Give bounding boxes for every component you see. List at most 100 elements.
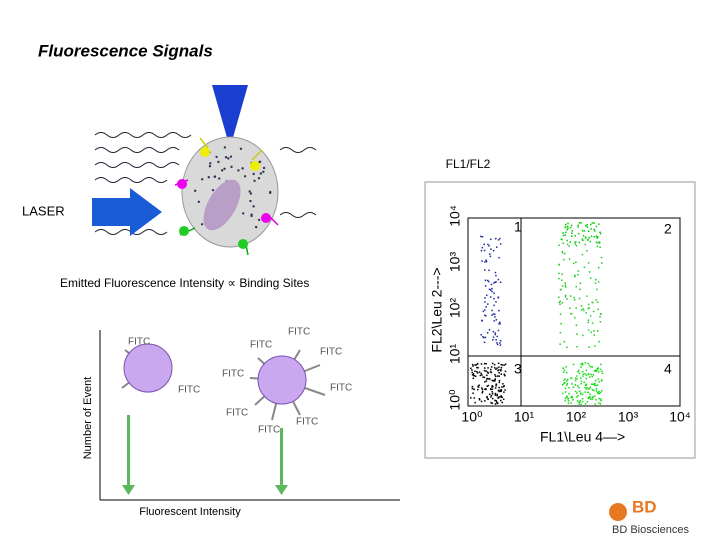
event (581, 370, 584, 373)
event (489, 388, 492, 390)
event (592, 310, 595, 313)
event (576, 333, 578, 335)
event (561, 273, 563, 275)
fitc-label: FITC (178, 385, 200, 396)
event (585, 377, 587, 380)
event (566, 225, 569, 228)
logo-mark: BD (632, 497, 657, 516)
event (495, 383, 498, 386)
event (495, 368, 497, 370)
event (593, 228, 596, 231)
event (586, 224, 588, 226)
event (586, 401, 589, 403)
event (586, 250, 588, 252)
event (496, 393, 498, 396)
event (591, 398, 594, 400)
event (491, 290, 493, 293)
event (491, 391, 493, 393)
event (470, 397, 472, 399)
event (499, 281, 502, 283)
event (495, 319, 498, 321)
event (596, 301, 599, 303)
event (474, 364, 476, 366)
event (578, 401, 580, 404)
cell-dot (252, 172, 255, 176)
event (577, 370, 579, 373)
event (568, 245, 570, 247)
event (581, 362, 584, 365)
event (560, 238, 563, 241)
event (598, 390, 600, 393)
cell-dot (268, 191, 272, 195)
event (587, 321, 589, 324)
event (499, 399, 502, 402)
event (566, 243, 569, 246)
event (490, 366, 493, 368)
event (482, 376, 484, 378)
event (582, 334, 584, 337)
cell-dot (243, 175, 247, 178)
event (570, 402, 572, 404)
event (474, 401, 476, 404)
event (491, 309, 493, 312)
event (562, 383, 564, 386)
event (578, 403, 580, 405)
event (575, 375, 578, 377)
event (481, 236, 484, 238)
event (480, 372, 482, 375)
event (482, 336, 484, 338)
event (499, 390, 502, 393)
event (499, 344, 502, 346)
laser-label: LASER (22, 203, 65, 218)
event (487, 243, 489, 246)
event (498, 379, 501, 382)
event (574, 390, 577, 393)
event (593, 384, 596, 387)
cell-dot (241, 167, 244, 170)
event (563, 379, 565, 382)
event (580, 366, 582, 368)
event (494, 387, 497, 389)
event (570, 377, 573, 379)
quadrant-label: 2 (664, 221, 672, 237)
event (496, 401, 498, 403)
event (484, 315, 487, 317)
cell-dot (220, 169, 224, 172)
event (494, 313, 496, 316)
x-tick-label: 10⁰ (461, 409, 483, 425)
event (574, 379, 577, 382)
event (601, 389, 603, 392)
event (472, 392, 474, 395)
event (471, 387, 474, 390)
event (571, 232, 573, 234)
event (564, 286, 567, 288)
event (589, 386, 592, 389)
event (590, 235, 593, 238)
event (480, 400, 483, 403)
event (494, 373, 496, 376)
event (478, 398, 481, 400)
cell-dot (239, 147, 243, 150)
event (561, 285, 564, 287)
event (486, 377, 489, 380)
event (563, 382, 565, 385)
event (585, 384, 588, 386)
event (574, 243, 576, 245)
event (558, 277, 560, 280)
event (491, 314, 493, 316)
event (567, 397, 570, 400)
event (588, 395, 591, 398)
event (591, 301, 594, 304)
event (504, 374, 506, 377)
event (574, 235, 576, 237)
event (582, 308, 584, 310)
event (479, 374, 482, 377)
event (594, 379, 597, 382)
event (471, 374, 474, 376)
event (480, 235, 482, 238)
event (499, 323, 501, 325)
event (581, 364, 584, 366)
event (489, 296, 492, 298)
event (592, 373, 595, 376)
event (497, 278, 500, 281)
